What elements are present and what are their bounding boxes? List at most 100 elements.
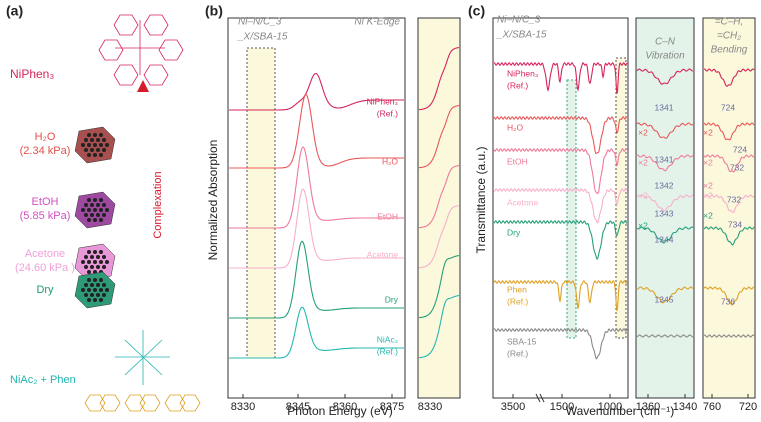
pore bbox=[105, 143, 109, 147]
spectrum bbox=[229, 240, 404, 319]
spectrum bbox=[418, 104, 460, 169]
scale-label: ×2 bbox=[638, 220, 648, 230]
pore bbox=[84, 148, 88, 152]
spectrum bbox=[636, 226, 694, 244]
top-complex-label: NiPhen₃ bbox=[10, 67, 54, 81]
condition-label: Acetone bbox=[25, 248, 65, 260]
peak-label: 1342 bbox=[655, 180, 674, 190]
series-label: NiPhen₃ bbox=[507, 68, 538, 78]
panel-label: (b) bbox=[205, 3, 223, 19]
inset-background bbox=[703, 18, 755, 398]
pore bbox=[105, 208, 109, 212]
spectrum bbox=[418, 204, 460, 269]
annotation: Vibration bbox=[645, 51, 685, 62]
panel-label: (c) bbox=[468, 3, 485, 19]
scale-label: ×2 bbox=[703, 157, 713, 167]
bottom-label: NiAc₂ + Phen bbox=[10, 374, 76, 386]
x-tick-label: 8330 bbox=[231, 401, 255, 413]
x-axis-label: Wavenumber (cm⁻¹) bbox=[566, 404, 675, 418]
x-tick-label: 8375 bbox=[380, 401, 404, 413]
peak-label: 724 bbox=[721, 102, 735, 112]
pore bbox=[96, 213, 100, 217]
spectrum bbox=[493, 62, 628, 94]
pore bbox=[99, 133, 103, 137]
annotation: _X/SBA-15 bbox=[237, 32, 288, 43]
x-axis-label: Photon Energy (eV) bbox=[287, 404, 392, 418]
series-label: Dry bbox=[507, 227, 521, 237]
pore bbox=[99, 288, 103, 292]
x-tick-label: 8330 bbox=[418, 401, 442, 413]
pore bbox=[93, 288, 97, 292]
pore bbox=[99, 218, 103, 222]
series-label: EtOH bbox=[507, 156, 528, 166]
niac2-structure bbox=[115, 330, 170, 385]
y-axis-label: Transmittance (a.u.) bbox=[474, 147, 488, 254]
pore bbox=[84, 138, 88, 142]
pore bbox=[102, 255, 106, 259]
x-tick-label: 1000 bbox=[598, 401, 622, 413]
inset-frame bbox=[417, 17, 461, 399]
series-label: H₂O bbox=[507, 122, 523, 132]
series-label: NiPhen₃ bbox=[367, 96, 398, 106]
peak-label: 1341 bbox=[655, 102, 674, 112]
x-tick-label: 8345 bbox=[286, 401, 310, 413]
condition-pressure: (5.85 kPa) bbox=[20, 210, 71, 222]
spectrum bbox=[636, 154, 694, 172]
spectrum bbox=[636, 68, 693, 85]
spectrum bbox=[636, 194, 694, 212]
plot-frame bbox=[227, 17, 406, 399]
spectrum bbox=[703, 334, 755, 338]
pore bbox=[93, 133, 97, 137]
scale-label: ×2 bbox=[703, 190, 713, 200]
pore bbox=[84, 293, 88, 297]
annotation: Ni K-Edge bbox=[354, 17, 400, 28]
pore bbox=[87, 153, 91, 157]
spectrum bbox=[493, 280, 628, 311]
arrow-label: Complexation bbox=[152, 171, 164, 238]
spectrum bbox=[418, 164, 460, 229]
pore bbox=[102, 213, 106, 217]
pore bbox=[99, 250, 103, 254]
pore bbox=[90, 213, 94, 217]
x-tick-label: 1340 bbox=[673, 401, 697, 413]
condition-label: EtOH bbox=[32, 196, 59, 208]
peak-label: 1344 bbox=[655, 234, 674, 244]
spectrum bbox=[229, 72, 404, 111]
series-label: NiAc₂ bbox=[377, 334, 398, 344]
pore bbox=[99, 208, 103, 212]
spectrum bbox=[703, 122, 755, 141]
condition-label: H₂O bbox=[35, 131, 56, 143]
series-label: H₂O bbox=[382, 156, 398, 166]
series-label: (Ref.) bbox=[507, 80, 528, 90]
annotation: Ni–N/C_3 bbox=[238, 17, 282, 28]
pore bbox=[84, 203, 88, 207]
condition-pressure: (24.60 kPa ) bbox=[15, 262, 75, 274]
spectrum bbox=[703, 226, 755, 246]
spectrum bbox=[229, 188, 404, 269]
pore bbox=[93, 298, 97, 302]
plot-frame bbox=[492, 17, 629, 399]
series-label: EtOH bbox=[377, 211, 398, 221]
spectrum bbox=[636, 334, 694, 338]
pore bbox=[87, 208, 91, 212]
spectrum bbox=[703, 154, 755, 173]
pore bbox=[93, 198, 97, 202]
pore bbox=[102, 293, 106, 297]
series-label: Acetone bbox=[507, 197, 538, 207]
peak-label: 734 bbox=[728, 219, 742, 229]
pore bbox=[96, 148, 100, 152]
pore bbox=[96, 138, 100, 142]
peak-label: 736 bbox=[721, 296, 735, 306]
pore bbox=[84, 255, 88, 259]
peak-label: 1345 bbox=[655, 294, 674, 304]
y-axis-label: Normalized Absorption bbox=[206, 140, 220, 261]
peak-label: 732 bbox=[727, 194, 741, 204]
spectrum bbox=[418, 46, 460, 111]
pore bbox=[90, 255, 94, 259]
spectrum bbox=[493, 148, 628, 195]
annotation: =C–H, bbox=[715, 17, 744, 28]
pore bbox=[93, 250, 97, 254]
pore bbox=[87, 278, 91, 282]
pore bbox=[84, 213, 88, 217]
